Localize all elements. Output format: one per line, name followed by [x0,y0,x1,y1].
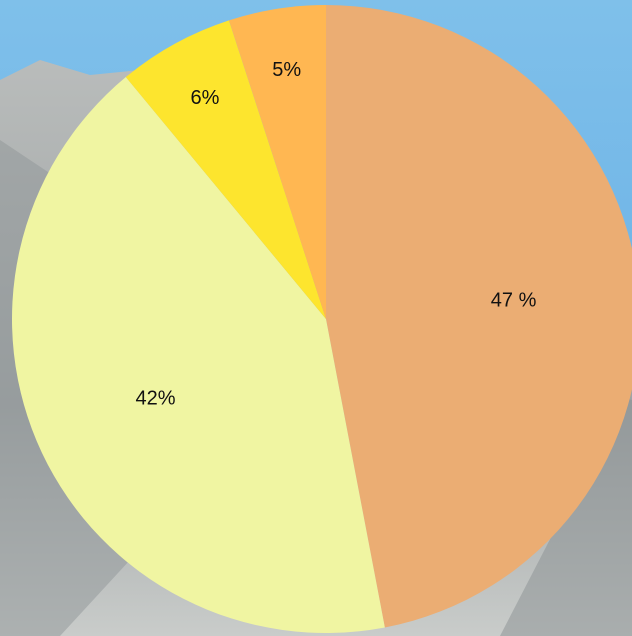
slice-label: 42% [136,387,176,409]
pie-slice [12,77,385,633]
pie-slice [125,20,326,319]
slice-label: 5% [272,59,301,81]
pie-slice [228,5,326,319]
slice-label: 6% [191,87,220,109]
pie-slice [326,5,632,628]
slice-label: 47 % [491,290,537,312]
